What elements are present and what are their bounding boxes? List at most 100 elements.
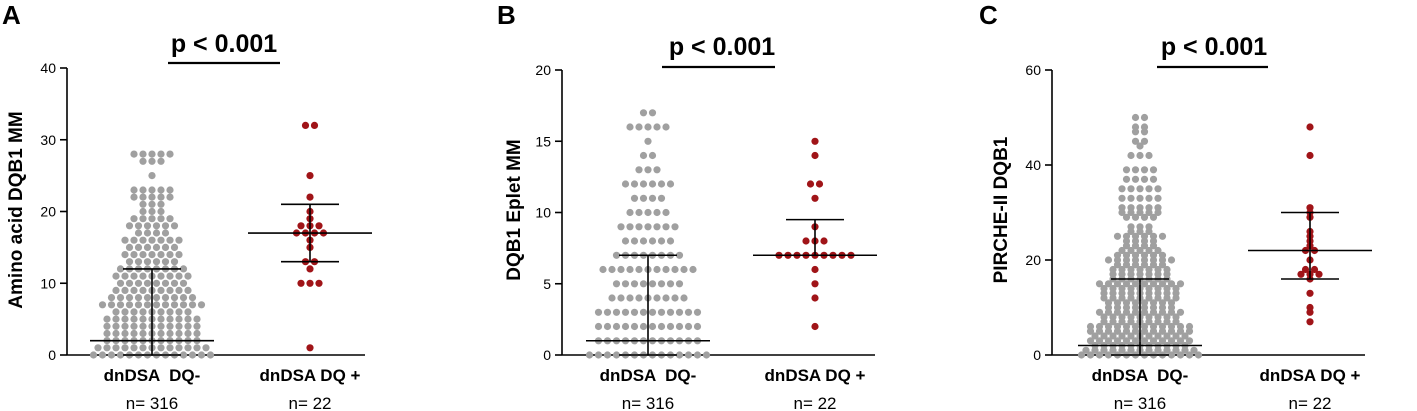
group-1-point — [139, 322, 147, 330]
y-tick-label: 0 — [48, 347, 56, 363]
group-1-point — [107, 351, 116, 359]
group-1-point — [148, 193, 156, 201]
panel-c-n-label-1: n= 316 — [1114, 394, 1166, 411]
group-1-point — [1131, 123, 1140, 131]
group-1-point — [1145, 265, 1153, 274]
group-1-point — [648, 237, 657, 245]
group-1-point — [98, 301, 107, 309]
group-1-point — [657, 322, 666, 331]
group-1-point — [179, 301, 188, 309]
group-1-point — [648, 322, 657, 331]
group-1-point — [166, 308, 174, 316]
group-1-point — [653, 166, 661, 174]
group-1-point — [639, 322, 648, 331]
group-1-point — [1140, 113, 1149, 122]
group-1-point — [184, 286, 192, 294]
group-1-point — [639, 280, 648, 288]
group-1-point — [1149, 175, 1158, 183]
group-1-point — [121, 344, 129, 352]
group-2-point — [315, 222, 323, 230]
panel-c-error-bars — [1078, 211, 1372, 356]
group-1-point — [617, 294, 625, 302]
group-1-point — [630, 322, 639, 331]
group-1-point — [143, 258, 152, 266]
group-1-point — [112, 272, 120, 280]
group-1-point — [1158, 322, 1167, 331]
group-1-point — [1149, 299, 1158, 307]
group-1-point — [693, 322, 702, 331]
y-tick-label: 40 — [1025, 157, 1041, 173]
group-1-point — [1109, 313, 1117, 321]
group-2-point — [811, 280, 819, 288]
panel-a: A p < 0.001 Amino acid DQB1 MM 0 10 20 30 40… — [2, 0, 372, 411]
group-1-point — [179, 294, 188, 302]
group-1-point — [116, 301, 125, 309]
group-2-point — [820, 237, 828, 245]
group-1-point — [143, 294, 152, 302]
group-1-point — [684, 322, 693, 331]
group-1-point — [1122, 175, 1131, 183]
group-1-point — [639, 308, 648, 316]
group-1-point — [1167, 337, 1176, 345]
group-1-point — [1127, 265, 1135, 274]
group-1-point — [148, 236, 156, 244]
group-1-point — [644, 166, 652, 174]
group-1-point — [157, 272, 165, 280]
group-1-point — [121, 315, 129, 323]
group-1-point — [612, 251, 621, 259]
panel-a-y-ticks: 0 10 20 30 40 — [40, 60, 67, 363]
group-1-point — [1113, 280, 1122, 288]
group-2-point — [811, 194, 819, 202]
group-1-point — [1154, 185, 1162, 193]
group-1-point — [107, 301, 116, 309]
group-1-point — [184, 344, 192, 352]
group-1-point — [139, 193, 147, 201]
group-1-point — [653, 123, 661, 131]
group-2-point — [1315, 270, 1323, 278]
group-1-point — [152, 258, 161, 266]
group-1-point — [653, 265, 661, 274]
group-1-point — [157, 251, 165, 259]
group-1-point — [666, 180, 675, 188]
group-1-point — [152, 279, 161, 287]
group-1-point — [1194, 351, 1203, 359]
y-tick-label: 40 — [40, 60, 56, 76]
group-1-point — [139, 329, 147, 338]
group-1-point — [1118, 332, 1126, 340]
panel-a-error-bars — [90, 203, 372, 356]
group-1-point — [170, 301, 179, 309]
panel-a-y-axis-label: Amino acid DQB1 MM — [6, 111, 27, 308]
group-1-point — [1176, 308, 1185, 316]
group-1-point — [1095, 322, 1104, 331]
panel-b-n-label-2: n= 22 — [793, 394, 836, 411]
group-1-point — [1140, 175, 1149, 183]
panel-a-category-label-1: dnDSA DQ- — [104, 366, 201, 385]
group-1-point — [1158, 232, 1167, 240]
group-1-point — [1149, 337, 1158, 345]
group-1-point — [1149, 280, 1158, 288]
group-1-point — [1158, 251, 1167, 259]
group-1-point — [188, 294, 197, 302]
group-2-point — [1301, 265, 1310, 274]
group-1-point — [639, 180, 648, 188]
group-1-point — [170, 243, 179, 251]
group-2-point — [806, 180, 815, 188]
group-1-point — [134, 294, 143, 302]
group-2-point — [811, 294, 819, 302]
group-1-point — [675, 280, 684, 288]
group-1-point — [134, 229, 143, 237]
group-1-point — [1145, 332, 1153, 340]
group-1-point — [125, 301, 134, 309]
group-1-point — [206, 351, 215, 359]
group-1-point — [630, 237, 639, 245]
group-1-point — [130, 236, 138, 244]
group-1-point — [662, 294, 670, 302]
group-1-point — [1127, 284, 1135, 293]
group-1-point — [1140, 280, 1149, 288]
group-1-point — [1104, 322, 1113, 331]
group-1-point — [170, 222, 179, 230]
group-1-point — [112, 315, 120, 323]
group-2-point — [306, 265, 314, 273]
group-1-point — [1113, 232, 1122, 240]
group-1-point — [1163, 313, 1171, 321]
